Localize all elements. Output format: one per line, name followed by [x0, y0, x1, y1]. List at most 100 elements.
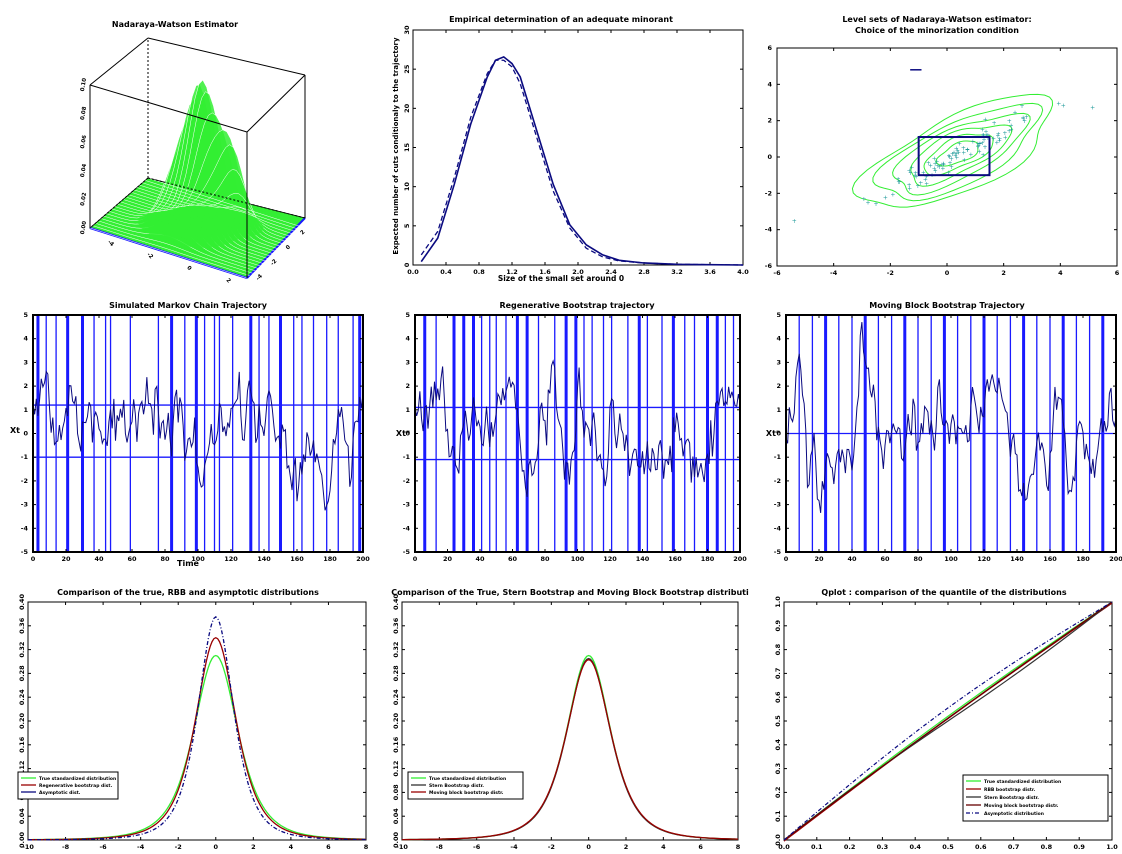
p8-ytick-label: 0.00 [392, 832, 400, 849]
p6-xtick-label: 160 [1043, 555, 1057, 563]
p3-point: + [1024, 114, 1029, 121]
p5-ylabel: Xt* [396, 429, 411, 438]
p9-xtick-label: 0.3 [877, 843, 889, 851]
p6-ytick-label: 4 [776, 335, 781, 343]
p3-xtick-label: 2 [1001, 269, 1006, 277]
p3-point: + [932, 155, 937, 162]
p3-xtick-label: -2 [887, 269, 894, 277]
p3-point: + [908, 170, 913, 177]
p8-legend-label: Stern Bootstrap distr. [429, 783, 484, 789]
p3-point: + [953, 153, 958, 160]
p3-point: + [950, 151, 955, 158]
p3-ytick-label: -2 [765, 189, 772, 197]
p8-title: Comparison of the True, Stern Bootstrap … [391, 588, 749, 597]
p3-contour [910, 124, 1013, 187]
p7-xtick-label: -6 [99, 843, 107, 851]
p9-ytick-label: 0.9 [774, 620, 782, 632]
p4-ytick-label: -5 [21, 548, 29, 556]
p3-point: + [997, 137, 1002, 144]
p3-ytick-label: -4 [765, 226, 773, 234]
p6-title: Moving Block Bootstrap Trajectory [869, 301, 1025, 310]
p7-plot: -10-8-6-4-2024680.000.040.080.120.160.20… [17, 594, 369, 851]
panel-minorant: Empirical determination of an adequate m… [392, 15, 749, 283]
p1-cube-edge [89, 84, 248, 133]
p2-ytick-label: 25 [403, 64, 411, 74]
p3-point: + [939, 161, 944, 168]
p8-xtick-label: -8 [436, 843, 444, 851]
p3-ytick-label: 0 [767, 153, 772, 161]
p8-ytick-label: 0.36 [392, 617, 400, 634]
p6-trajectory [785, 322, 1117, 513]
p7-density-navy [27, 616, 367, 841]
p1-surface-ridge [139, 184, 297, 236]
p3-point: + [897, 179, 902, 186]
p1-ztick-label: 0.00 [80, 220, 88, 235]
p7-legend-label: Regenerative bootstrap dist. [39, 783, 113, 789]
p3-contour [923, 133, 994, 177]
p1-cube-edge [246, 74, 306, 133]
p3-point: + [941, 162, 946, 169]
p4-plot: 0 20 40 60 80 100 120 140 160 180 200 -5 -4 -3 -2 -1 0 1 2… [21, 311, 370, 563]
p3-point: + [883, 195, 888, 202]
panel-true-stern-mbb: Comparison of the True, Stern Bootstrap … [391, 588, 749, 851]
p3-point: + [983, 128, 988, 135]
p5-xtick-label: 200 [733, 555, 747, 563]
p8-ytick-label: 0.12 [392, 761, 400, 777]
p4-xtick-label: 180 [323, 555, 337, 563]
p3-point: + [909, 164, 914, 171]
p3-point: + [981, 137, 986, 144]
p3-point: + [1009, 122, 1014, 129]
p3-point: + [890, 191, 895, 198]
p9-xtick-label: 1.0 [1106, 843, 1118, 851]
p9-xtick-label: 0.6 [975, 843, 987, 851]
p1-ytick-label: -2 [270, 258, 279, 267]
p8-ytick-label: 0.32 [392, 642, 400, 658]
p5-xtick-label: 20 [443, 555, 453, 563]
p3-ytick-label: 6 [767, 44, 772, 52]
p7-ytick-label: 0.20 [18, 713, 26, 730]
p9-plot: 0.0 0.1 0.2 0.3 0.4 0.5 0.6 0.7 0.8 0.9 1.0 0.0 0.1 0… [774, 596, 1118, 851]
p3-point: + [1003, 134, 1008, 141]
p9-quantile-curve [783, 601, 1113, 841]
p8-xtick-label: 8 [736, 843, 741, 851]
p3-subtitle: Choice of the minorization condition [855, 26, 1019, 35]
p4-ytick-label: 4 [23, 335, 28, 343]
p3-point: + [861, 196, 866, 203]
p6-xtick-label: 40 [847, 555, 857, 563]
p3-point: + [934, 158, 939, 165]
p9-ytick-label: 0.7 [774, 668, 782, 680]
p9-legend-label: Stern Bootstrap distr. [984, 795, 1039, 801]
p8-xtick-label: -2 [548, 843, 555, 851]
p8-xtick-label: -4 [510, 843, 518, 851]
p7-legend-label: True standardized distribution [39, 776, 116, 782]
p3-point: + [941, 161, 946, 168]
p3-point: + [983, 116, 988, 123]
p3-point: + [913, 170, 918, 177]
p3-point: + [996, 131, 1001, 138]
p3-contour [935, 140, 979, 167]
p3-point: + [907, 182, 912, 189]
p6-ytick-label: -4 [774, 524, 782, 532]
p3-point: + [981, 152, 986, 159]
p9-ytick-label: 0.6 [774, 691, 782, 703]
p9-quantile-curve [783, 601, 1113, 841]
p5-ytick-label: -5 [403, 548, 411, 556]
p1-plot: 0.00 0.02 0.04 0.06 0.08 0.10 -4 -2 0 2 -4 -2 0 2 [80, 37, 307, 285]
p5-xtick-label: 0 [413, 555, 418, 563]
p1-surface-ridge [142, 182, 300, 234]
p7-frame [27, 601, 367, 841]
p5-xtick-label: 160 [668, 555, 682, 563]
p3-point: + [933, 168, 938, 175]
panel-moving-block: Moving Block Bootstrap Trajectory Xt* 0 2… [766, 301, 1122, 563]
p7-ytick-label: 0.40 [18, 594, 26, 611]
p3-point: + [949, 164, 954, 171]
p3-point: + [955, 148, 960, 155]
p3-ytick-label: -6 [765, 262, 773, 270]
p3-point: + [926, 160, 931, 167]
p3-point: + [1061, 103, 1066, 110]
p3-point: + [985, 135, 990, 142]
p3-contour [872, 102, 1044, 202]
p5-ytick-label: -2 [403, 477, 410, 485]
p9-xtick-label: 0.9 [1073, 843, 1085, 851]
